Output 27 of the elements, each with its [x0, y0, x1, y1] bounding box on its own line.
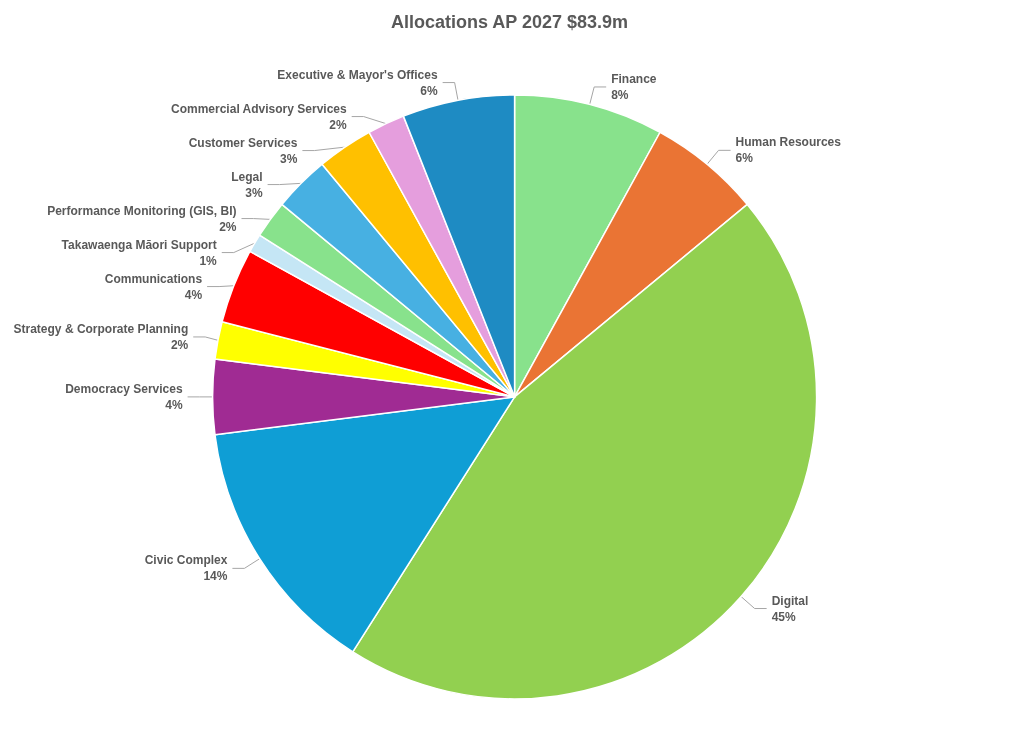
slice-label: Communications — [104, 271, 203, 286]
data-label: 45% — [771, 609, 796, 624]
data-label: 3% — [245, 185, 263, 200]
slice-label: Civic Complex — [144, 553, 228, 568]
slice-label: Strategy & Corporate Planning — [13, 321, 189, 336]
data-label: 6% — [735, 151, 754, 166]
slice-label: Customer Services — [188, 135, 298, 150]
slice-label: Democracy Services — [65, 381, 183, 396]
chart-title: Allocations AP 2027 $83.9m — [390, 12, 629, 32]
slice-label: Commercial Advisory Services — [171, 101, 347, 116]
slice-label: Human Resources — [735, 135, 842, 150]
data-label: 2% — [170, 337, 189, 352]
slice-label: Takawaenga Māori Support — [61, 237, 217, 252]
slice-label: Executive & Mayor's Offices — [277, 67, 438, 82]
slice-label: Performance Monitoring (GIS, BI) — [47, 203, 237, 218]
data-label: 14% — [203, 569, 228, 584]
data-label: 6% — [420, 83, 438, 98]
data-label: 2% — [219, 219, 237, 234]
data-label: 3% — [280, 151, 298, 166]
slice-label: Digital — [771, 593, 809, 608]
data-label: 2% — [329, 117, 348, 132]
data-label: 4% — [184, 287, 203, 302]
slice-label: Legal — [231, 169, 263, 184]
slice-label: Finance — [611, 71, 657, 86]
data-label: 1% — [199, 253, 218, 268]
data-label: 4% — [165, 397, 183, 412]
data-label: 8% — [611, 87, 629, 102]
